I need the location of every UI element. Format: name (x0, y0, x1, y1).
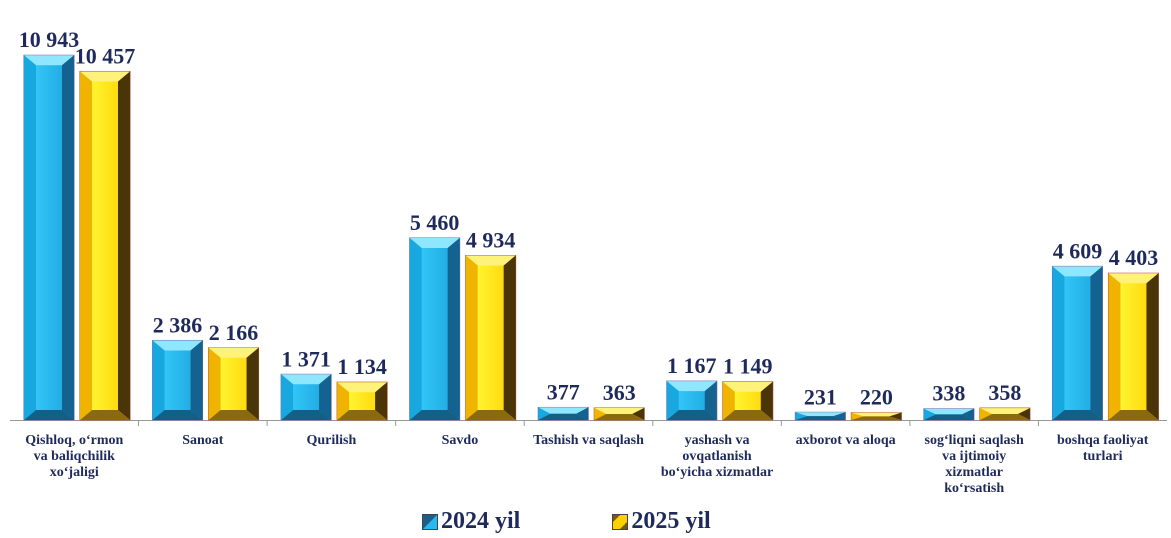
value-label-2024: 4 609 (1053, 238, 1103, 263)
value-label-2024: 2 386 (153, 312, 203, 337)
category-label: Tashish va saqlash (533, 433, 644, 448)
bar-2025 (1107, 272, 1159, 421)
value-label-2025: 10 457 (75, 43, 136, 68)
bar-2024 (923, 408, 975, 421)
bar-2024 (152, 339, 204, 421)
legend: 2024 yil 2025 yil (422, 508, 803, 535)
value-label-2025: 4 934 (466, 228, 516, 253)
legend-swatch-2025 (612, 513, 629, 530)
value-label-2025: 363 (603, 380, 636, 405)
legend-label-2025: 2025 yil (631, 508, 711, 534)
category-label: yashash va ovqatlanish bo‘yicha xizmatlar (661, 433, 773, 480)
value-label-2025: 4 403 (1109, 245, 1159, 270)
value-label-2024: 10 943 (19, 27, 80, 52)
bar-2025 (79, 70, 131, 421)
category-label: axborot va aloqa (796, 433, 896, 448)
value-label-2024: 338 (932, 381, 965, 406)
bar-2024 (409, 237, 461, 421)
bar-2025 (722, 381, 774, 421)
category-label: Qishloq, o‘rmon va baliqchilik xo‘jaligi (25, 433, 123, 480)
bar-2025 (979, 407, 1031, 421)
bar-2024 (23, 54, 75, 421)
bar-2025 (593, 407, 645, 421)
category-label: Sanoat (182, 433, 224, 448)
value-label-2025: 358 (988, 380, 1021, 405)
category-label: sog‘liqni saqlash va ijtimoiy xizmatlar ko‘… (925, 433, 1024, 496)
category-label: Savdo (442, 433, 479, 448)
value-label-2024: 231 (804, 384, 837, 409)
bar-2025 (208, 347, 260, 421)
bar-2024 (280, 373, 332, 421)
legend-item-2024: 2024 yil (422, 508, 520, 535)
legend-item-2025: 2025 yil (612, 508, 711, 535)
bar-2025 (336, 381, 388, 421)
category-label: Qurilish (306, 433, 356, 448)
category-label: boshqa faoliyat turlari (1057, 433, 1149, 464)
value-label-2025: 2 166 (209, 320, 259, 345)
value-label-2024: 377 (547, 379, 580, 404)
bar-2024 (794, 411, 846, 421)
value-label-2025: 220 (860, 385, 893, 410)
bar-2024 (537, 406, 589, 421)
bar-2024 (1051, 265, 1103, 421)
legend-label-2024: 2024 yil (441, 508, 521, 534)
value-label-2024: 1 167 (667, 353, 717, 378)
bar-2025 (850, 412, 902, 421)
bar-2025 (465, 255, 517, 421)
legend-swatch-2024 (422, 513, 438, 530)
bar-2024 (666, 380, 718, 421)
value-label-2024: 5 460 (410, 210, 460, 235)
value-label-2025: 1 149 (723, 354, 773, 379)
value-label-2025: 1 134 (337, 354, 387, 379)
value-label-2024: 1 371 (281, 346, 331, 371)
